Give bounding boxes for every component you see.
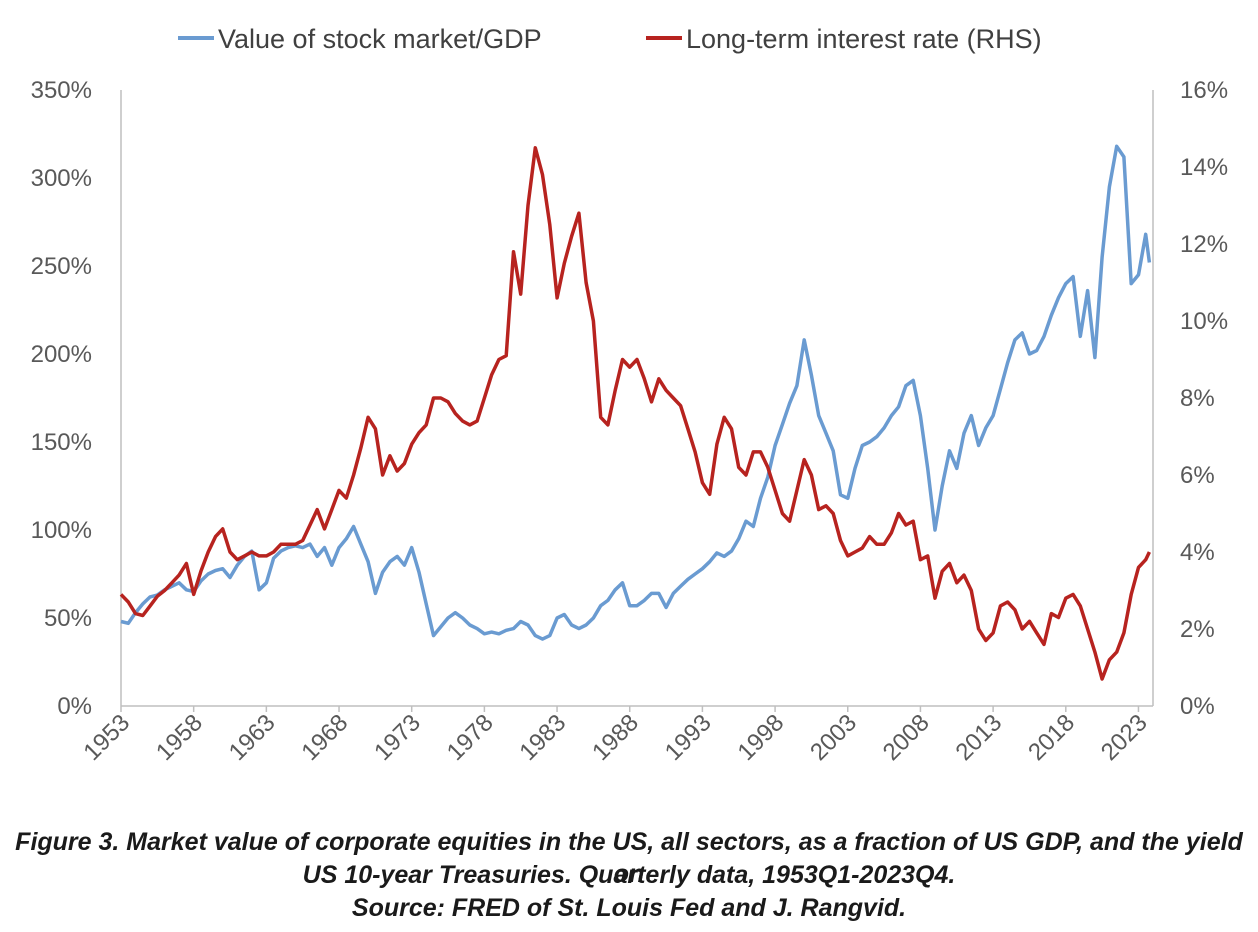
right-y-tick: 10% [1180, 308, 1228, 335]
left-y-tick: 150% [31, 429, 92, 456]
right-y-tick: 14% [1180, 154, 1228, 181]
left-y-tick: 200% [31, 341, 92, 368]
series-line-stock-market-gdp [120, 144, 1152, 641]
x-tick-label: 1963 [224, 709, 281, 766]
left-y-tick: 300% [31, 165, 92, 192]
legend-label-interest-rate: Long-term interest rate (RHS) [686, 24, 1042, 54]
x-tick-label: 1988 [587, 709, 644, 766]
left-y-tick: 250% [31, 253, 92, 280]
line-chart: Value of stock market/GDP Long-term inte… [31, 24, 1228, 766]
x-tick-label: 1973 [369, 709, 426, 766]
left-y-tick: 50% [44, 605, 92, 632]
left-y-tick: 100% [31, 517, 92, 544]
x-tick-label: 1968 [296, 709, 353, 766]
x-tick-label: 2023 [1096, 709, 1153, 766]
x-tick-label: 2018 [1023, 709, 1080, 766]
x-tick-label: 2008 [878, 709, 935, 766]
figure-caption-line-1: Figure 3. Market value of corporate equi… [15, 828, 1243, 888]
right-y-tick: 12% [1180, 231, 1228, 258]
right-y-tick: 2% [1180, 616, 1215, 643]
left-y-tick: 350% [31, 77, 92, 104]
x-axis: 1953 1958 1963 1968 1973 1978 1983 1988 1993 1998… [78, 706, 1153, 766]
x-tick-label: 1958 [151, 709, 208, 766]
left-y-axis: 0% 50% 100% 150% 200% 250% 300% 350% [31, 77, 92, 720]
figure-caption-line-3: Source: FRED of St. Louis Fed and J. Ran… [351, 894, 907, 922]
x-tick-label: 2013 [951, 709, 1008, 766]
right-y-tick: 6% [1180, 462, 1215, 489]
right-y-tick: 8% [1180, 385, 1215, 412]
x-tick-label: 2003 [805, 709, 862, 766]
legend-label-stock-market: Value of stock market/GDP [218, 24, 542, 54]
right-y-tick: 4% [1180, 539, 1215, 566]
x-tick-label: 1993 [660, 709, 717, 766]
series-line-long-term-interest-rate [119, 146, 1151, 681]
x-tick-label: 1998 [732, 709, 789, 766]
right-y-tick: 16% [1180, 77, 1228, 104]
x-tick-label: 1978 [442, 709, 499, 766]
figure-caption-line-2: US 10-year Treasuries. Quarterly data, 1… [302, 861, 956, 889]
right-y-tick: 0% [1180, 693, 1215, 720]
x-tick-label: 1983 [514, 709, 571, 766]
right-y-axis: 0% 2% 4% 6% 8% 10% 12% 14% 16% [1180, 77, 1228, 720]
left-y-tick: 0% [57, 693, 92, 720]
legend: Value of stock market/GDP Long-term inte… [178, 24, 1042, 54]
